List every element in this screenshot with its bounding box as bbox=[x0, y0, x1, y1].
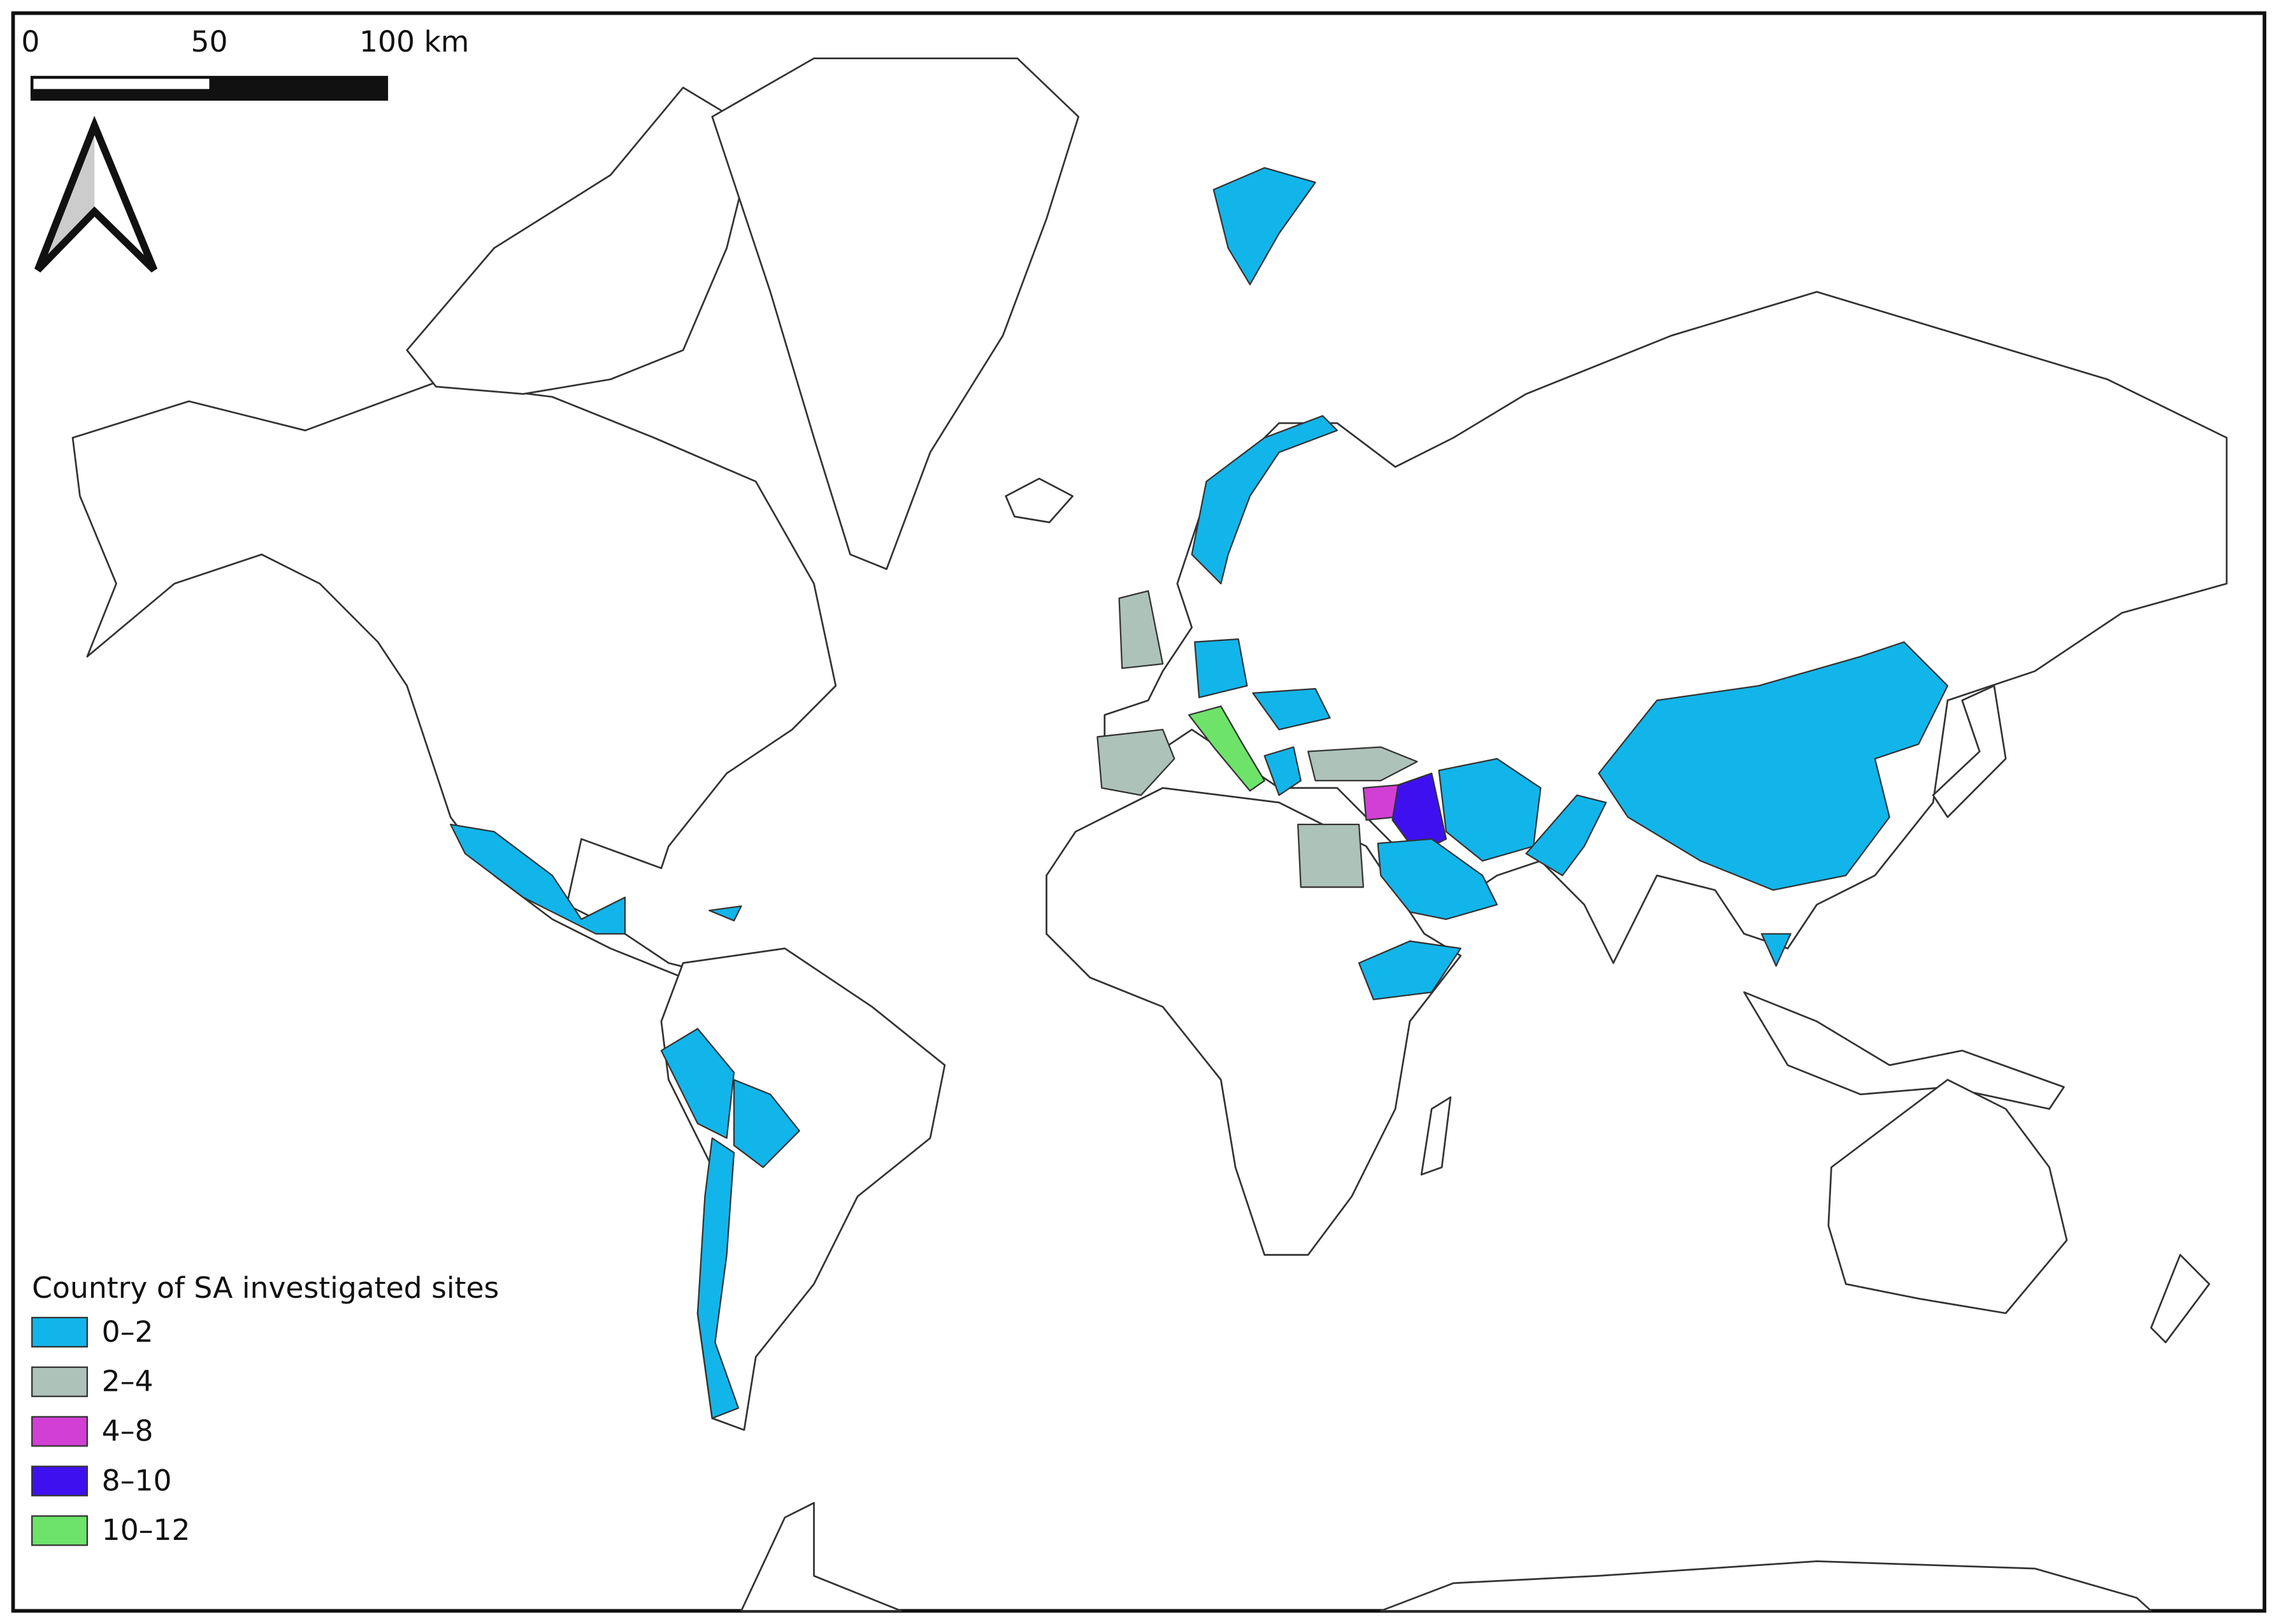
scale-label: 0 bbox=[21, 25, 40, 59]
country bbox=[1191, 415, 1338, 585]
legend-label: 2–4 bbox=[102, 1365, 154, 1398]
south-america bbox=[660, 947, 946, 1431]
country bbox=[696, 1137, 740, 1419]
scale-bar-segment bbox=[209, 77, 387, 99]
new-zealand bbox=[2150, 1254, 2210, 1344]
country bbox=[1525, 794, 1607, 877]
legend-label: 0–2 bbox=[102, 1315, 154, 1349]
iceland bbox=[1005, 477, 1074, 524]
legend-label: 8–10 bbox=[102, 1463, 172, 1497]
southeast-asia-islands bbox=[1743, 991, 2065, 1110]
country bbox=[450, 823, 626, 935]
country bbox=[1096, 728, 1175, 796]
legend-title: Country of SA investigated sites bbox=[32, 1271, 499, 1305]
legend-swatch bbox=[31, 1515, 89, 1546]
country bbox=[1212, 167, 1316, 285]
legend: Country of SA investigated sites 0–2 2–4 4… bbox=[31, 1271, 499, 1547]
north-arrow bbox=[34, 115, 158, 273]
japan bbox=[1932, 685, 2007, 818]
madagascar bbox=[1420, 1096, 1452, 1175]
legend-swatch bbox=[31, 1465, 89, 1497]
scale-label: 100 km bbox=[359, 25, 469, 59]
north-america bbox=[71, 381, 837, 979]
country bbox=[1263, 746, 1302, 796]
north-arrow-outline bbox=[34, 115, 158, 273]
country bbox=[1760, 933, 1792, 967]
scale-bar: 0 50 100 km bbox=[21, 25, 469, 101]
country bbox=[1377, 838, 1498, 920]
scale-label: 50 bbox=[191, 25, 227, 59]
country bbox=[1297, 823, 1364, 888]
country bbox=[1307, 746, 1418, 782]
country bbox=[1118, 590, 1164, 670]
landmasses bbox=[71, 57, 2228, 1612]
legend-label: 10–12 bbox=[102, 1513, 191, 1547]
country bbox=[1358, 940, 1462, 1000]
frame bbox=[11, 11, 2267, 1613]
country bbox=[1598, 641, 1949, 891]
legend-swatch bbox=[31, 1316, 89, 1348]
country bbox=[708, 905, 742, 922]
country bbox=[660, 1028, 735, 1139]
scale-bar-segment bbox=[32, 89, 210, 99]
antarctica bbox=[740, 1502, 2152, 1612]
legend-label: 4–8 bbox=[102, 1414, 154, 1448]
arctic-islands bbox=[406, 87, 757, 395]
legend-swatch bbox=[31, 1416, 89, 1447]
greenland bbox=[711, 57, 1080, 570]
country bbox=[1252, 687, 1331, 731]
country bbox=[733, 1079, 800, 1168]
country bbox=[1188, 705, 1265, 792]
australia bbox=[1827, 1079, 2068, 1314]
legend-swatch bbox=[31, 1366, 89, 1397]
africa bbox=[1046, 787, 1462, 1256]
country bbox=[1194, 638, 1248, 698]
countries bbox=[450, 167, 1949, 1419]
